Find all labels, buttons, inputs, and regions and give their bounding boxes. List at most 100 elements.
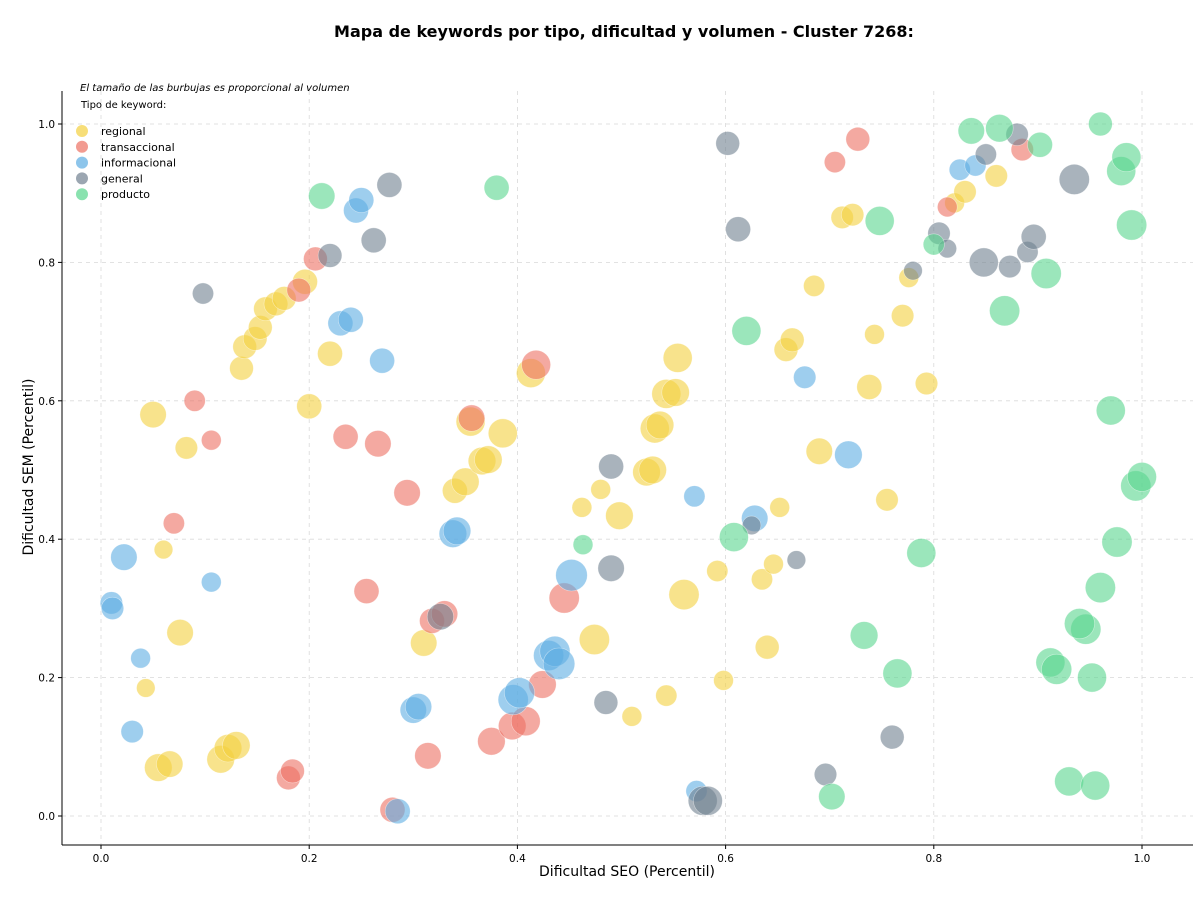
legend-title: Tipo de keyword: xyxy=(80,100,166,111)
series-transaccional xyxy=(162,126,1034,823)
bubble-producto xyxy=(1027,132,1053,158)
bubble-regional xyxy=(621,706,643,727)
bubble-general xyxy=(715,131,740,156)
y-tick-label: 0.2 xyxy=(38,673,55,685)
legend-label-informacional: informacional xyxy=(101,157,176,170)
bubble-transaccional xyxy=(937,196,958,218)
bubble-general xyxy=(317,243,343,268)
bubble-regional xyxy=(713,670,734,691)
bubble-producto xyxy=(1085,572,1116,604)
bubble-general xyxy=(598,453,624,480)
bubble-transaccional xyxy=(286,277,311,303)
bubble-regional xyxy=(153,539,174,560)
bubble-regional xyxy=(317,340,343,367)
legend-marker-informacional xyxy=(76,156,88,169)
axis-ticks: 0.0 0.0 0.2 0.2 0.4 0.4 0.6 0.6 0.8 0.8 1.0 1.0 xyxy=(38,119,1150,865)
bubble-regional xyxy=(655,684,678,707)
bubble-informacional xyxy=(348,187,375,213)
y-tick-label: 0.0 xyxy=(38,811,55,823)
bubble-regional xyxy=(451,467,480,496)
bubble-informacional xyxy=(834,440,863,469)
bubble-producto xyxy=(818,783,846,811)
x-tick-label: 0.0 xyxy=(93,853,110,865)
bubble-informacional xyxy=(130,647,151,669)
bubble-regional xyxy=(474,445,503,474)
bubble-regional xyxy=(645,410,675,440)
bubble-informacional xyxy=(683,485,706,508)
bubble-regional xyxy=(579,624,610,655)
bubble-regional xyxy=(769,497,790,518)
bubble-transaccional xyxy=(353,578,380,604)
bubble-regional xyxy=(751,568,773,591)
bubble-regional xyxy=(296,393,323,420)
bubble-general xyxy=(426,603,454,631)
bubble-producto xyxy=(1080,770,1110,801)
bubble-general xyxy=(360,227,387,254)
bubble-informacional xyxy=(442,516,472,546)
bubble-regional xyxy=(662,343,693,373)
bubble-producto xyxy=(719,522,749,552)
bubble-transaccional xyxy=(845,126,870,152)
bubble-regional xyxy=(222,731,251,760)
bubble-general xyxy=(725,216,751,242)
bubble-producto xyxy=(849,621,879,650)
bubble-producto xyxy=(1054,766,1084,797)
bubble-general xyxy=(998,255,1022,279)
series-regional xyxy=(136,164,1008,782)
x-tick-label: 1.0 xyxy=(1134,853,1151,865)
y-tick-label: 0.6 xyxy=(38,396,55,408)
bubble-regional xyxy=(605,501,634,530)
legend-marker-transaccional xyxy=(76,140,88,153)
bubble-producto xyxy=(1111,142,1142,172)
bubble-general xyxy=(879,724,905,750)
grid xyxy=(62,91,1193,845)
bubble-producto xyxy=(957,117,985,145)
bubble-regional xyxy=(856,374,883,400)
bubble-transaccional xyxy=(162,512,185,535)
x-tick-label: 0.4 xyxy=(509,853,526,865)
bubble-producto xyxy=(1030,258,1062,289)
chart-title: Mapa de keywords por tipo, dificultad y … xyxy=(334,22,914,41)
bubble-transaccional xyxy=(521,349,551,380)
bubble-transaccional xyxy=(458,404,486,432)
bubble-regional xyxy=(571,497,593,518)
bubble-informacional xyxy=(201,571,222,593)
bubble-regional xyxy=(638,455,667,485)
bubble-producto xyxy=(1101,526,1133,558)
bubble-informacional xyxy=(555,559,588,592)
bubble-regional xyxy=(803,274,826,297)
bubble-regional xyxy=(805,437,833,465)
bubble-transaccional xyxy=(364,430,392,458)
bubble-producto xyxy=(483,174,510,201)
bubble-general xyxy=(376,172,403,198)
bubble-informacional xyxy=(110,543,138,571)
bubble-general xyxy=(968,247,999,278)
bubble-regional xyxy=(864,324,885,345)
y-tick-label: 0.8 xyxy=(38,257,55,269)
bubble-general xyxy=(1020,224,1047,250)
bubble-general xyxy=(192,282,214,305)
bubble-general xyxy=(786,550,807,570)
bubble-producto xyxy=(882,658,913,689)
x-tick-label: 0.8 xyxy=(925,853,942,865)
bubble-transaccional xyxy=(280,758,305,784)
bubble-producto xyxy=(1077,662,1107,693)
bubble-transaccional xyxy=(183,389,206,412)
bubble-producto xyxy=(308,182,336,210)
bubble-regional xyxy=(914,371,938,395)
bubble-general xyxy=(693,785,723,816)
series-informacional xyxy=(99,154,987,825)
bubble-general xyxy=(593,690,619,715)
bubble-regional xyxy=(156,750,184,778)
bubble-informacional xyxy=(404,693,432,721)
y-tick-label: 0.4 xyxy=(38,534,55,546)
bubble-informacional xyxy=(337,306,364,333)
bubble-transaccional xyxy=(201,430,222,451)
bubble-regional xyxy=(166,619,194,647)
bubble-transaccional xyxy=(393,479,421,507)
bubble-general xyxy=(813,762,837,786)
bubble-producto xyxy=(572,534,594,555)
bubble-producto xyxy=(989,295,1021,327)
bubble-regional xyxy=(174,436,198,460)
bubble-regional xyxy=(487,418,518,449)
